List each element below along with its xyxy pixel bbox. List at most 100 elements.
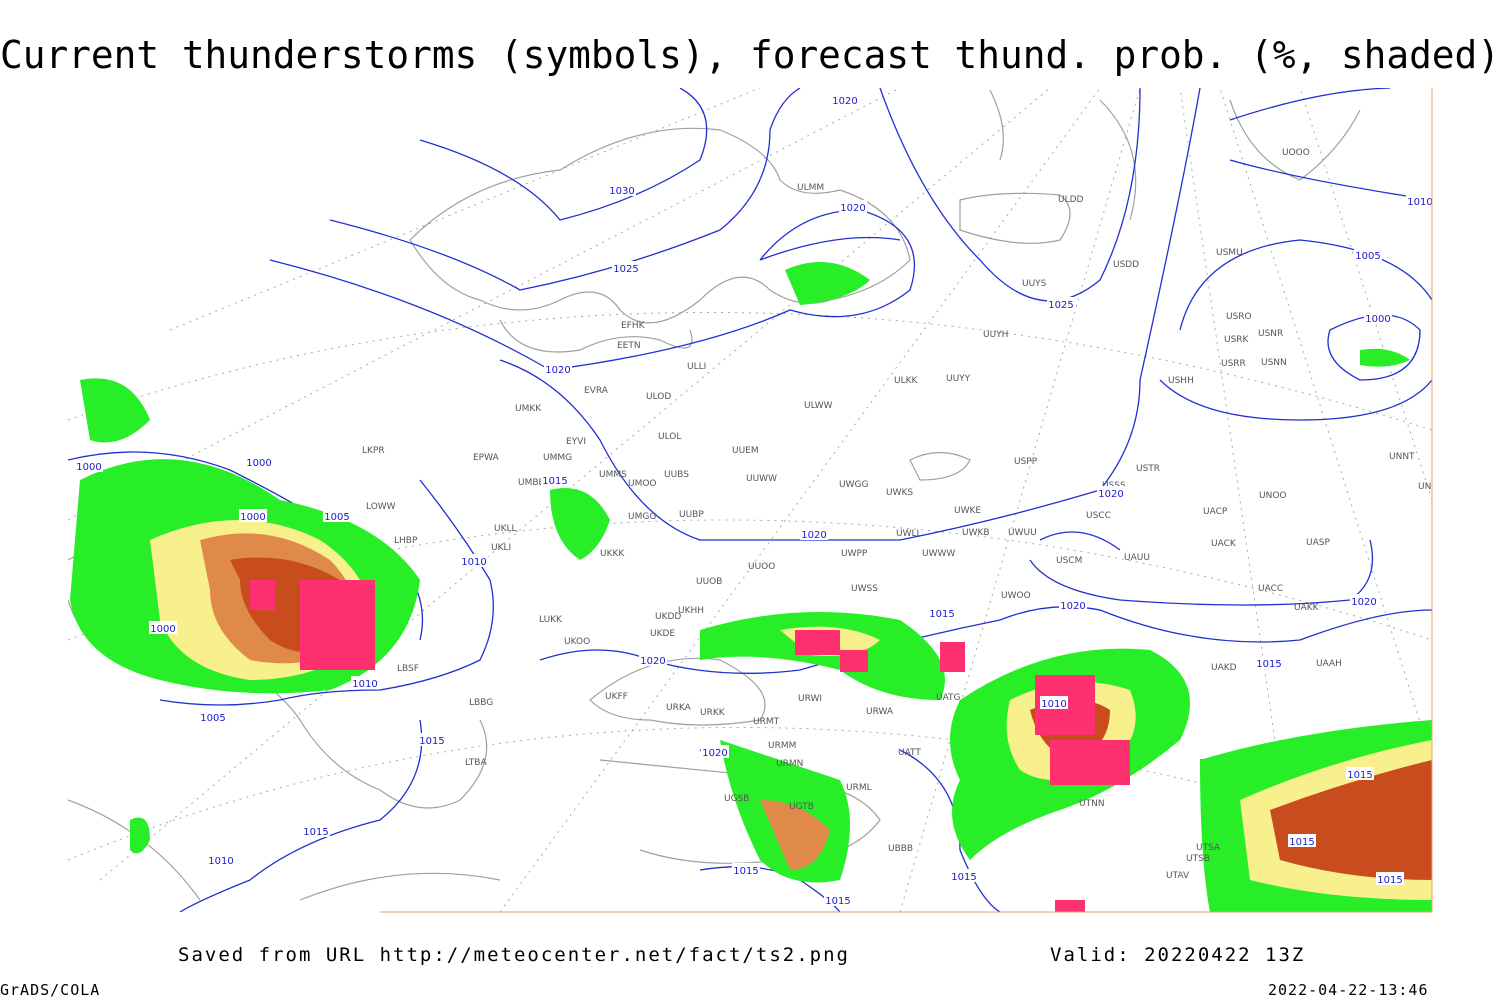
station-label: UUYY [946,374,971,384]
isobar-label-bg [239,509,267,522]
station-label: UUWW [746,474,777,484]
station-label: UOOO [1282,148,1310,158]
station-label: URWI [798,694,822,704]
station-label: UUOB [696,577,722,587]
station-label: UUYS [1022,279,1047,289]
isobar-label-bg [950,869,978,882]
isobar-label-bg [544,362,572,375]
thunderstorm-symbols [250,580,1130,912]
isobar-label: 1020 [801,530,826,541]
station-label: USCC [1086,511,1111,521]
isobar-label: 1030 [609,186,634,197]
station-label: USRR [1221,359,1246,369]
station-label: USNN [1261,358,1287,368]
station-label: LBSF [397,664,419,674]
isobar-label-bg [1288,834,1316,847]
isobar-label: 1020 [1060,601,1085,612]
isobar-label-bg [831,93,859,106]
station-label: UTAV [1166,871,1190,881]
station-label: UMBB [518,478,545,488]
map-area: ULDD UUYS USDD USHH USMU USRO USRK USRR USNR USNN… [68,88,1432,912]
station-label: USMU [1216,248,1243,258]
isobar-label: 1010 [1407,197,1432,208]
isobar-label-bg [302,824,330,837]
station-label: URWA [866,707,894,717]
isobar-label-bg [75,459,103,472]
isobar-label-bg [612,261,640,274]
isobar-label: 1000 [76,462,101,473]
station-label: EYVI [566,437,586,447]
isobar-label: 1000 [246,458,271,469]
station-label: EETN [617,341,641,351]
station-label: EVRA [584,386,609,396]
station-label: USDD [1113,260,1139,270]
station-label: UMMS [599,470,627,480]
isobar-label: 1015 [929,609,954,620]
station-label: UKDE [650,629,675,639]
isobar-label-bg [639,653,667,666]
isobar-label: 1015 [303,827,328,838]
station-label: UATT [898,748,921,758]
station-label: EPWA [473,453,500,463]
station-label: USPP [1014,457,1038,467]
isobar-label-bg [800,527,828,540]
isobar-label-bg [732,863,760,876]
station-label: UACK [1211,539,1237,549]
station-label: UWGG [839,480,868,490]
station-label: LUKK [539,615,563,625]
station-label: UMMG [543,453,572,463]
isobar-label: 1020 [840,203,865,214]
isobar-label-bg [149,621,177,634]
station-label: UKOO [564,637,590,647]
station-label: UTNN [1079,799,1105,809]
station-label: UAKK [1294,603,1320,613]
station-label: URMN [776,759,803,769]
station-label: UNNT [1389,452,1415,462]
isobar-label-bg [824,893,852,906]
isobar-label-bg [418,733,446,746]
isobar-label-bg [351,676,379,689]
isobar-label: 1000 [150,624,175,635]
station-label: LHBP [394,536,418,546]
station-label: ULMM [797,183,824,193]
station-label: UNOO [1259,491,1287,501]
station-label: UMKK [515,404,542,414]
isobar-label-bg [1059,598,1087,611]
station-label: URMT [753,717,780,727]
station-label: ULWW [804,401,833,411]
isobar-label: 1015 [542,476,567,487]
isobar-label: 1005 [324,512,349,523]
isobar-label-bg [1364,311,1392,324]
isobar-label-bg [245,455,273,468]
station-label: UWKS [886,488,913,498]
isobar-label-bg [1255,656,1283,669]
isobar-label-bg [1406,194,1432,207]
station-label: UWWW [922,549,955,559]
timestamp: 2022-04-22-13:46 [1268,981,1429,999]
station-label: URML [846,783,872,793]
station-label: USCM [1056,556,1082,566]
station-label: UATG [936,693,961,703]
isobar-label: 1015 [825,896,850,907]
station-labels: ULDD UUYS USDD USHH USMU USRO USRK USRR USNR USNN… [362,148,1432,881]
station-label: ULLI [687,362,706,372]
isobar-label: 1005 [200,713,225,724]
station-label: UAAH [1316,659,1342,669]
isobar-label-bg [541,473,569,486]
isobar-label-bg [1354,248,1382,261]
isobar-label: 1020 [640,656,665,667]
isobar-label: 1015 [733,866,758,877]
station-label: UAKD [1211,663,1237,673]
station-label: UUBP [679,510,704,520]
isobar-label-bg [207,853,235,866]
station-label: LKPR [362,446,385,456]
isobar-label: 1020 [832,96,857,107]
isobar-label: 1025 [1048,300,1073,311]
isobar-label: 1020 [545,365,570,376]
station-label: UASP [1306,538,1330,548]
isobar-label: 1025 [613,264,638,275]
station-label: UKHH [678,606,704,616]
isobar-label: 1015 [1347,770,1372,781]
software: GrADS/COLA [0,981,100,999]
isobar-label-bg [1097,486,1125,499]
